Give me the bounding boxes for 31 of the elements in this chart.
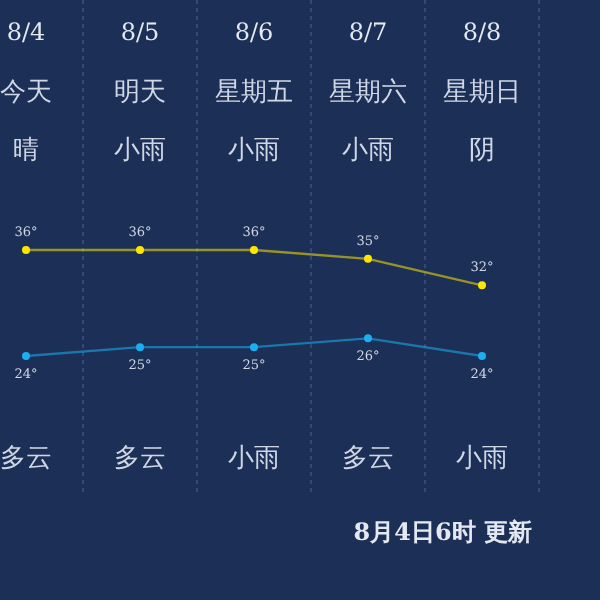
text: 多云 (114, 444, 166, 474)
point (22, 352, 30, 360)
text: 星期五 (215, 78, 293, 108)
point (22, 246, 30, 254)
text: 晴 (13, 136, 39, 166)
point (364, 254, 372, 263)
text: 星期六 (329, 78, 407, 108)
point (364, 334, 372, 343)
point (136, 246, 144, 254)
point (250, 246, 258, 254)
point (250, 343, 258, 352)
text: 小雨 (114, 136, 166, 166)
point (478, 281, 486, 290)
text: 多云 (0, 444, 52, 474)
text: 8月4日6时 更新 (353, 518, 532, 546)
text: 小雨 (228, 136, 280, 166)
point (136, 343, 144, 352)
point (478, 352, 486, 360)
text: 阴 (469, 136, 495, 166)
x-tick-label: 8/6 (234, 18, 274, 46)
text: 多云 (342, 444, 394, 474)
x-tick-label: 8/5 (120, 18, 160, 46)
x-tick-label: 8/4 (6, 18, 47, 46)
text: 小雨 (456, 444, 508, 474)
x-tick-label: 8/7 (348, 18, 388, 46)
x-tick-label: 8/8 (462, 18, 502, 46)
text: 小雨 (228, 444, 280, 474)
text: 今天 (0, 78, 52, 108)
text: 小雨 (342, 136, 394, 166)
text: 明天 (114, 78, 166, 108)
text: 星期日 (443, 78, 521, 108)
